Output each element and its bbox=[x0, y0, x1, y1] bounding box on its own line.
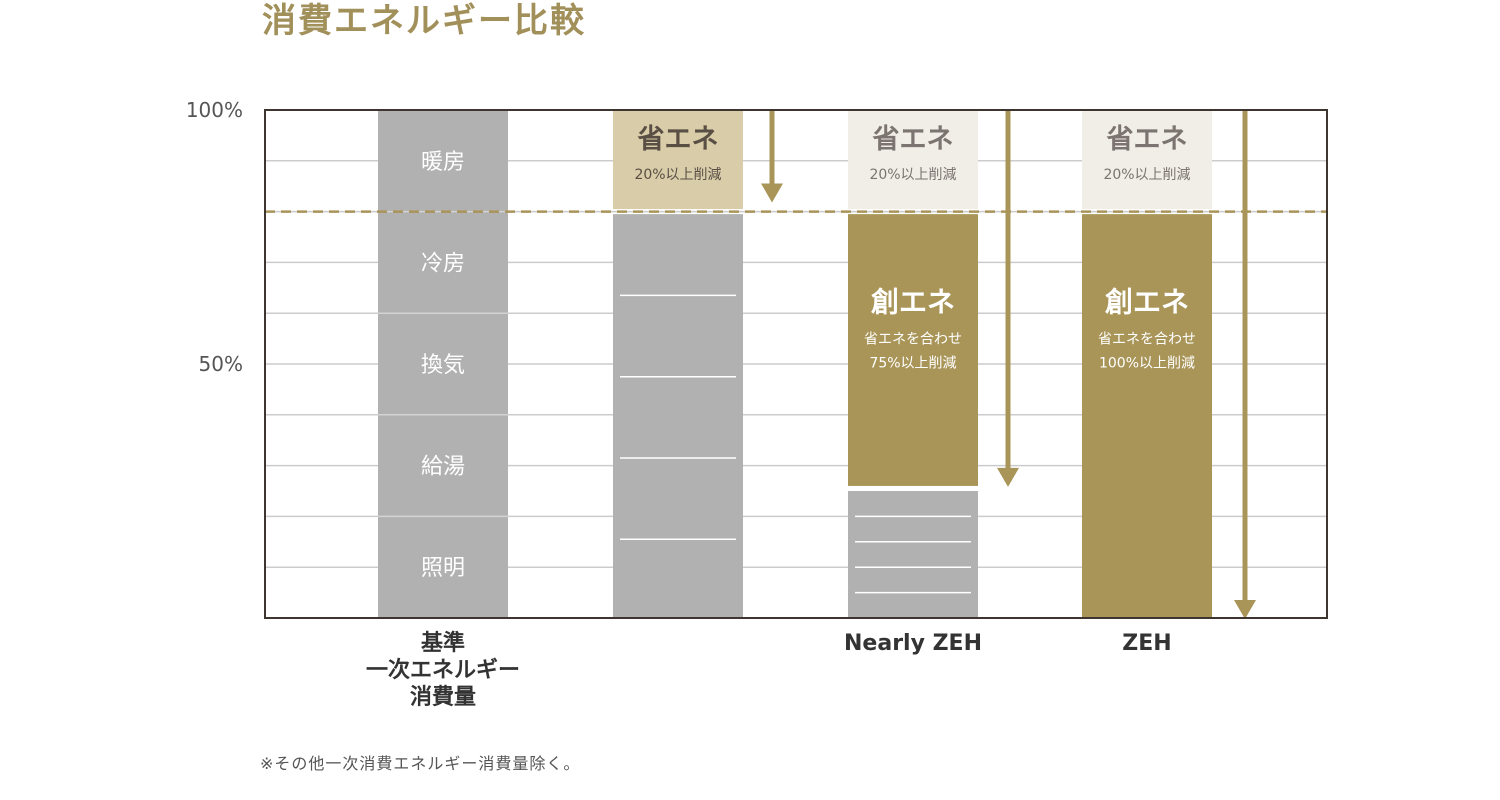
bar-segment bbox=[378, 516, 508, 618]
bar-segment bbox=[613, 214, 743, 618]
segment-label: 冷房 bbox=[421, 251, 465, 276]
arrows-layer bbox=[761, 110, 1256, 619]
down-arrow-4 bbox=[1234, 110, 1256, 619]
x-category-label: 一次エネルギー bbox=[366, 657, 520, 683]
segment-sublabel: 省エネを合わせ bbox=[864, 332, 962, 348]
segment-label: 省エネ bbox=[873, 124, 954, 155]
down-arrow-2 bbox=[761, 110, 783, 203]
bar-segment bbox=[1082, 214, 1212, 618]
down-arrow-3 bbox=[997, 110, 1019, 487]
bar-stacks bbox=[378, 110, 1212, 618]
plot-frame bbox=[264, 109, 1328, 619]
y-tick-label: 50% bbox=[199, 352, 243, 376]
bar-segment bbox=[378, 211, 508, 314]
bar-segment bbox=[378, 414, 508, 517]
bar-segment bbox=[378, 313, 508, 415]
segment-label: 換気 bbox=[421, 353, 465, 378]
segment-label: 照明 bbox=[421, 556, 465, 581]
arrow-head bbox=[1234, 600, 1256, 619]
segment-sublabel: 100%以上削減 bbox=[1099, 355, 1195, 372]
bar-segment bbox=[378, 110, 508, 212]
segment-label: 給湯 bbox=[421, 455, 465, 480]
x-category-label: ZEH bbox=[1122, 631, 1171, 656]
bar-segment bbox=[613, 110, 743, 210]
footnote: ※その他一次消費エネルギー消費量除く。 bbox=[260, 754, 581, 773]
segment-label: 暖房 bbox=[421, 150, 465, 175]
bar-stack-4 bbox=[1082, 110, 1212, 618]
segment-sublabel: 省エネを合わせ bbox=[1098, 332, 1196, 348]
bar-segment bbox=[848, 214, 978, 486]
bar-segment bbox=[848, 491, 978, 618]
bar-segment bbox=[848, 110, 978, 210]
arrow-head bbox=[761, 183, 783, 203]
segment-label: 創エネ bbox=[1105, 286, 1189, 319]
arrow-head bbox=[997, 467, 1019, 487]
segment-label: 省エネ bbox=[1107, 124, 1188, 155]
segment-label: 省エネ bbox=[638, 124, 719, 155]
bar-stack-3 bbox=[848, 110, 978, 618]
x-category-label: 消費量 bbox=[410, 685, 476, 710]
segment-sublabel: 75%以上削減 bbox=[869, 355, 956, 372]
segment-sublabel: 20%以上削減 bbox=[1103, 166, 1190, 183]
segment-label: 創エネ bbox=[871, 286, 955, 319]
bar-stack-2 bbox=[613, 110, 743, 618]
chart-title: 消費エネルギー比較 bbox=[262, 1, 586, 41]
segment-sublabel: 20%以上削減 bbox=[869, 166, 956, 183]
x-category-label: 基準 bbox=[421, 630, 465, 656]
bar-segment bbox=[1082, 110, 1212, 210]
segment-sublabel: 20%以上削減 bbox=[634, 166, 721, 183]
x-category-label: Nearly ZEH bbox=[844, 631, 982, 656]
y-tick-label: 100% bbox=[186, 98, 243, 122]
axis-frame bbox=[264, 109, 1328, 619]
bar-stack-1 bbox=[378, 110, 508, 618]
